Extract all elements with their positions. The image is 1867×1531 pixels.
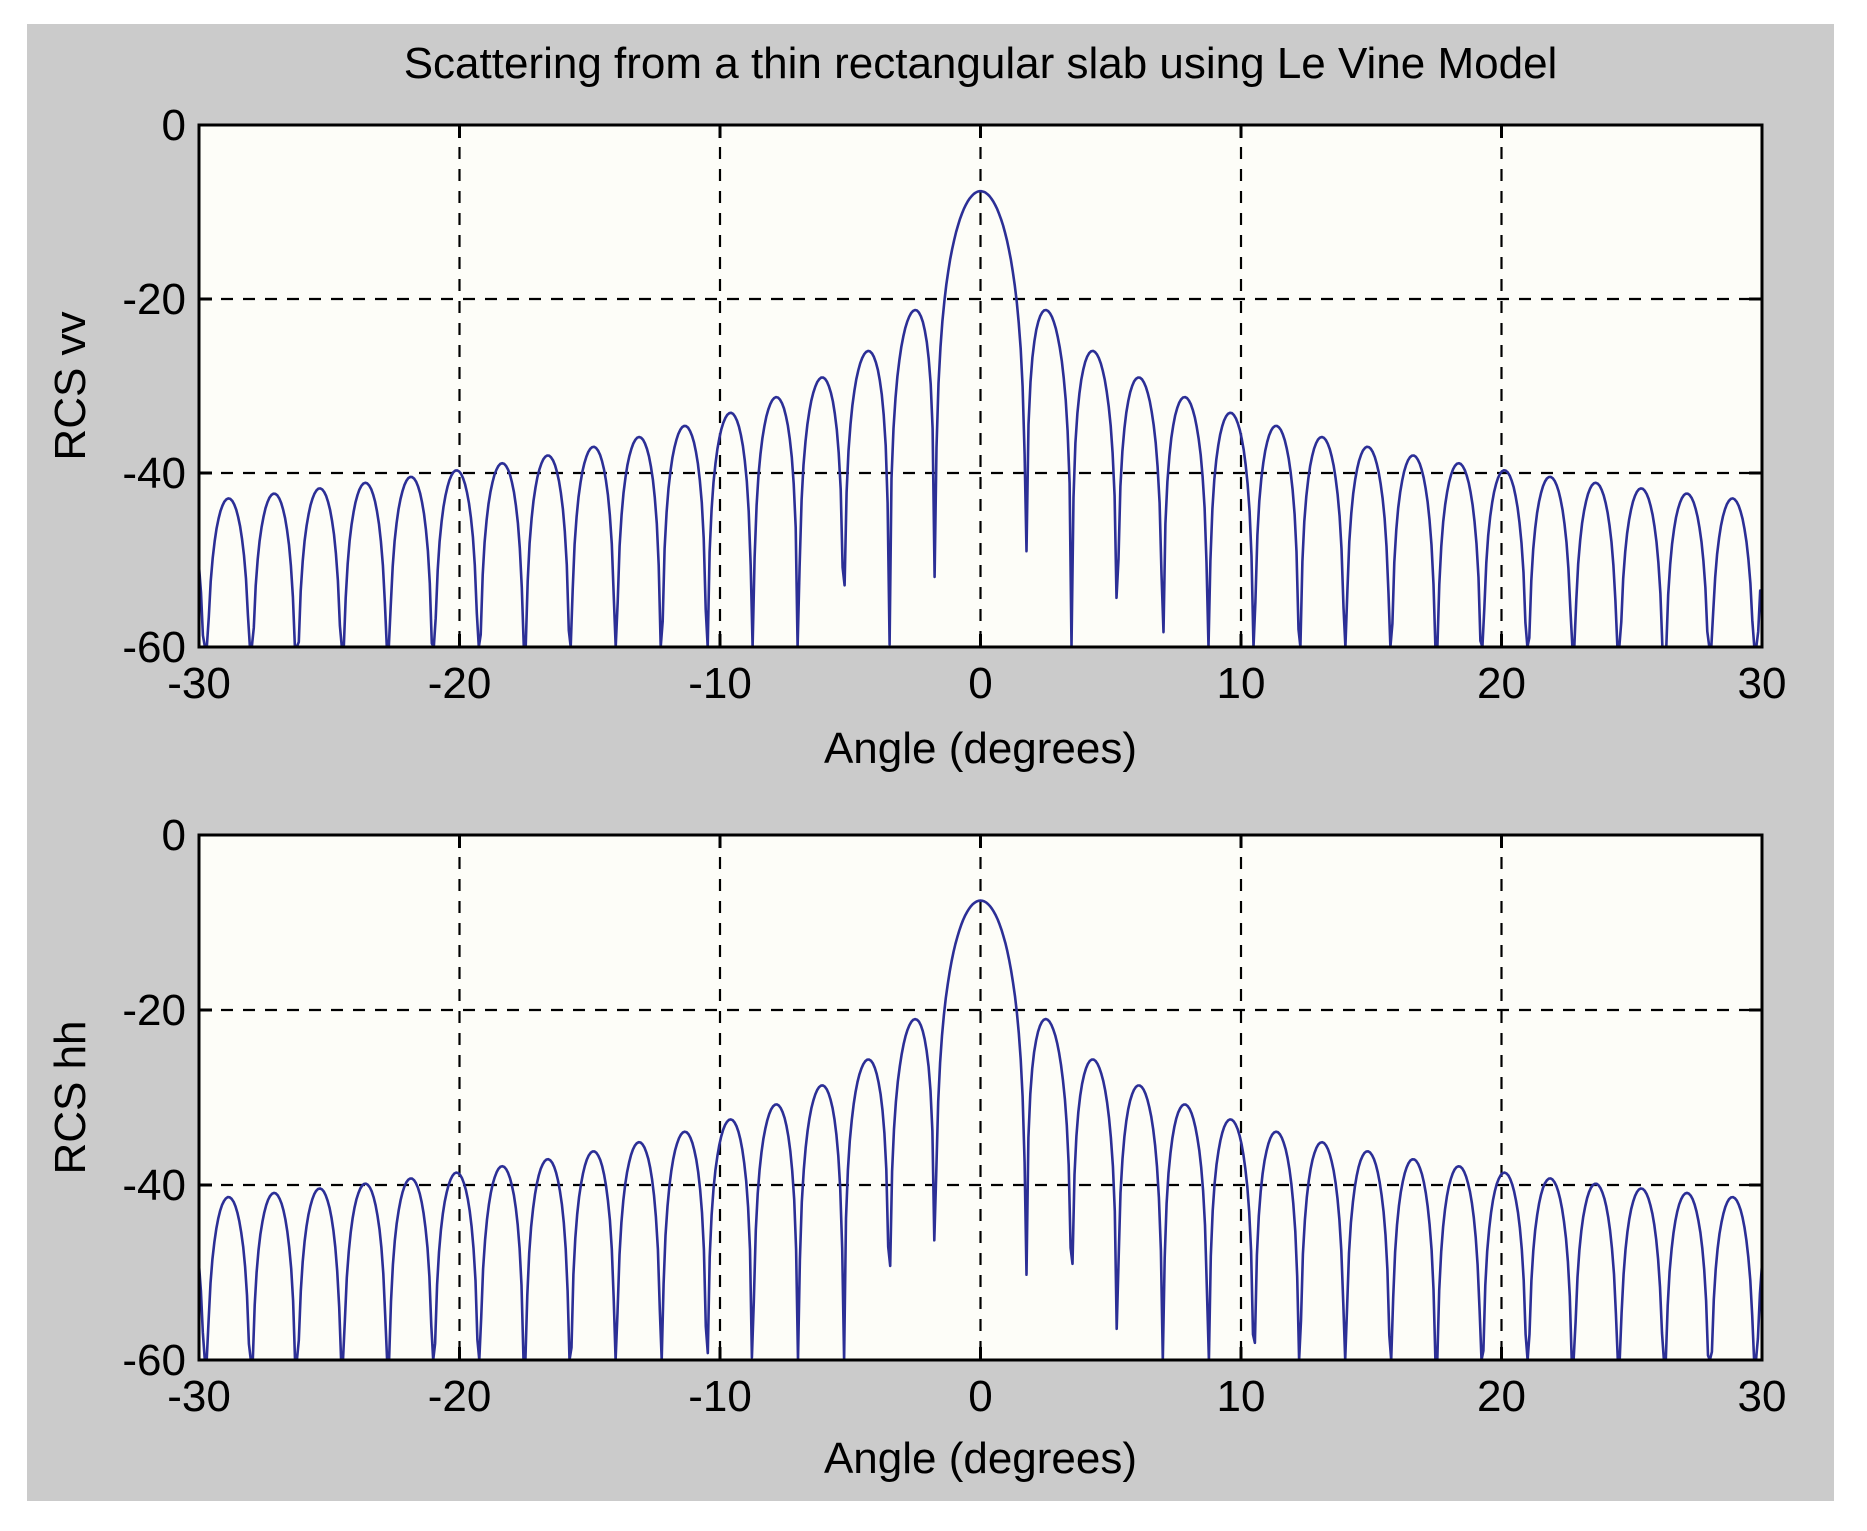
x-tick-label: 0 bbox=[968, 659, 992, 708]
x-tick-label: 0 bbox=[968, 1372, 992, 1421]
x-tick-label: -20 bbox=[428, 659, 492, 708]
plot-area bbox=[199, 835, 1762, 1360]
x-tick-label: -30 bbox=[167, 659, 231, 708]
plot-area bbox=[199, 125, 1762, 647]
y-axis-label-rcs-vv: RCS vv bbox=[46, 311, 95, 460]
plot-hh: -30 -20 -10 0 10 20 30 0 -20 -40 -60 Angle (degrees… bbox=[46, 811, 1786, 1483]
x-axis-label: Angle (degrees) bbox=[824, 1434, 1137, 1483]
x-tick-label: 20 bbox=[1477, 1372, 1526, 1421]
x-tick-label: 30 bbox=[1738, 659, 1787, 708]
plot-title: Scattering from a thin rectangular slab … bbox=[404, 39, 1558, 88]
x-tick-label: 10 bbox=[1217, 1372, 1266, 1421]
y-tick-label: -60 bbox=[122, 1336, 186, 1385]
x-tick-label: 20 bbox=[1477, 659, 1526, 708]
y-tick-label: 0 bbox=[162, 811, 186, 860]
y-tick-label: -20 bbox=[122, 986, 186, 1035]
x-tick-label: -10 bbox=[688, 1372, 752, 1421]
x-tick-label: -20 bbox=[428, 1372, 492, 1421]
y-axis-label-rcs-hh: RCS hh bbox=[46, 1020, 95, 1174]
rcs-hh-curve bbox=[198, 899, 1763, 1361]
x-tick-label: 30 bbox=[1738, 1372, 1787, 1421]
plot-vv: -30 -20 -10 0 10 20 30 0 -20 -40 -60 Angle (degrees… bbox=[46, 39, 1786, 773]
rcs-vv-curve bbox=[198, 189, 1762, 648]
y-tick-label: -40 bbox=[122, 449, 186, 498]
x-tick-label: 10 bbox=[1217, 659, 1266, 708]
y-tick-label: 0 bbox=[162, 101, 186, 150]
y-tick-label: -60 bbox=[122, 623, 186, 672]
y-tick-label: -20 bbox=[122, 275, 186, 324]
y-tick-label: -40 bbox=[122, 1161, 186, 1210]
x-tick-label: -10 bbox=[688, 659, 752, 708]
x-axis-label: Angle (degrees) bbox=[824, 724, 1137, 773]
x-tick-label: -30 bbox=[167, 1372, 231, 1421]
